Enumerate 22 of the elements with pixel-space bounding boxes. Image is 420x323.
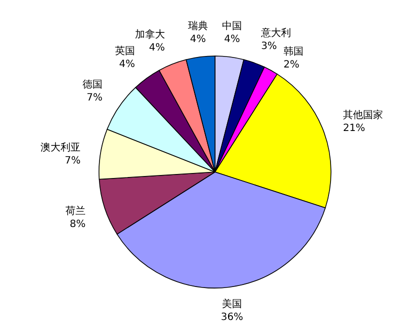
slice-label: 韩国 [284,46,304,58]
data-label: 8% [70,219,86,230]
data-label: 21% [342,122,366,134]
data-label: 7% [86,92,103,104]
slice-label: 中国 [222,20,242,32]
slice-label: 英国 [115,44,136,57]
data-label: 7% [64,156,81,167]
data-label: 4% [119,58,136,70]
slice-label: 加拿大 [134,28,165,41]
data-label: 4% [224,34,240,46]
data-label: 4% [149,42,165,54]
slice-label: 澳大利亚 [40,142,81,154]
slice-label: 意大利 [260,27,292,40]
data-label: 4% [190,34,206,46]
data-label: 3% [261,41,277,52]
data-label: 36% [220,312,244,323]
slice-label: 德国 [82,80,103,91]
slice-label: 荷兰 [66,205,86,218]
data-label: 2% [284,60,300,71]
slice-label: 其他国家 [342,108,383,121]
slice-label: 瑞典 [188,20,208,32]
slice-label: 美国 [222,298,242,310]
